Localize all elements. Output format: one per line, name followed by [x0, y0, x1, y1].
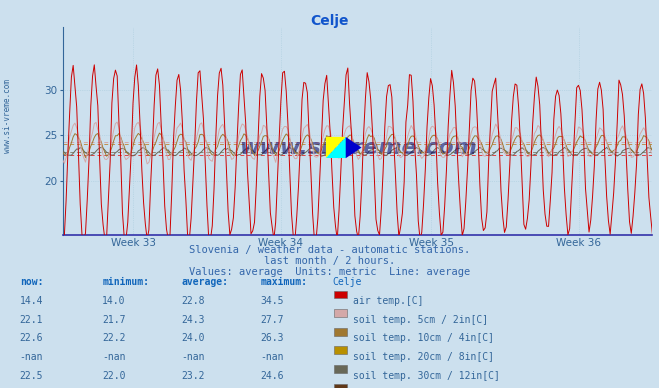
Text: average:: average:	[181, 277, 228, 288]
Text: 22.0: 22.0	[102, 371, 126, 381]
Text: soil temp. 5cm / 2in[C]: soil temp. 5cm / 2in[C]	[353, 315, 488, 325]
Text: 26.3: 26.3	[260, 333, 284, 343]
Text: maximum:: maximum:	[260, 277, 307, 288]
Text: 24.3: 24.3	[181, 315, 205, 325]
Text: 23.2: 23.2	[181, 371, 205, 381]
Text: now:: now:	[20, 277, 43, 288]
Text: 24.0: 24.0	[181, 333, 205, 343]
Text: 34.5: 34.5	[260, 296, 284, 306]
Text: www.si-vreme.com: www.si-vreme.com	[3, 80, 13, 153]
Text: 22.2: 22.2	[102, 333, 126, 343]
Text: soil temp. 20cm / 8in[C]: soil temp. 20cm / 8in[C]	[353, 352, 494, 362]
Text: -nan: -nan	[102, 352, 126, 362]
Text: Values: average  Units: metric  Line: average: Values: average Units: metric Line: aver…	[189, 267, 470, 277]
Text: 22.5: 22.5	[20, 371, 43, 381]
Text: 14.4: 14.4	[20, 296, 43, 306]
Text: last month / 2 hours.: last month / 2 hours.	[264, 256, 395, 266]
Text: Celje: Celje	[310, 14, 349, 28]
Text: www.si-vreme.com: www.si-vreme.com	[239, 138, 476, 158]
Text: air temp.[C]: air temp.[C]	[353, 296, 423, 306]
Text: 27.7: 27.7	[260, 315, 284, 325]
Text: minimum:: minimum:	[102, 277, 149, 288]
Text: -nan: -nan	[20, 352, 43, 362]
Text: Celje: Celje	[333, 277, 362, 288]
Text: 22.6: 22.6	[20, 333, 43, 343]
Text: 22.8: 22.8	[181, 296, 205, 306]
Text: 21.7: 21.7	[102, 315, 126, 325]
Text: -nan: -nan	[260, 352, 284, 362]
Text: soil temp. 10cm / 4in[C]: soil temp. 10cm / 4in[C]	[353, 333, 494, 343]
Text: 14.0: 14.0	[102, 296, 126, 306]
Text: 24.6: 24.6	[260, 371, 284, 381]
Text: -nan: -nan	[181, 352, 205, 362]
Text: 22.1: 22.1	[20, 315, 43, 325]
Text: soil temp. 30cm / 12in[C]: soil temp. 30cm / 12in[C]	[353, 371, 500, 381]
Text: Slovenia / weather data - automatic stations.: Slovenia / weather data - automatic stat…	[189, 245, 470, 255]
